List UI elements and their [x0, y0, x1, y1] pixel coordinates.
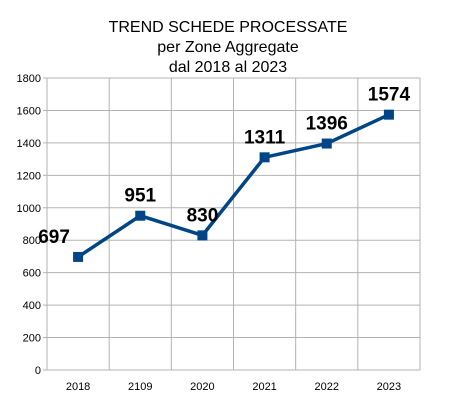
x-tick-label: 2022 [315, 381, 339, 393]
series-layer [73, 109, 394, 262]
axes: 0 200 400 600 800 1000 1200 1400 1600 1800 2018 210… [17, 73, 402, 393]
data-point-marker [135, 210, 146, 221]
data-label: 1396 [306, 114, 348, 135]
data-label: 830 [187, 205, 219, 226]
y-tick-label: 1000 [17, 203, 41, 215]
data-labels: 697 951 830 1311 1396 1574 [38, 85, 410, 248]
y-tick-label: 200 [23, 333, 41, 345]
x-tick-label: 2023 [377, 381, 401, 393]
y-tick-label: 800 [23, 235, 41, 247]
x-tick-label: 2109 [128, 381, 152, 393]
x-tick-label: 2020 [190, 381, 214, 393]
chart-subtitle-line-2: dal 2018 al 2023 [169, 59, 287, 76]
chart-title: TREND SCHEDE PROCESSATE [109, 19, 348, 36]
data-point-marker [259, 152, 270, 163]
data-label: 1574 [368, 85, 411, 106]
data-label: 697 [38, 227, 70, 248]
data-point-marker [73, 251, 84, 262]
gridlines [46, 77, 421, 371]
data-label: 1311 [244, 127, 286, 148]
y-tick-label: 0 [35, 365, 41, 377]
y-tick-label: 1400 [17, 138, 41, 150]
series-line [77, 113, 390, 259]
x-tick-label: 2021 [252, 381, 276, 393]
y-tick-label: 400 [23, 300, 41, 312]
x-tick-label: 2018 [66, 381, 90, 393]
y-tick-label: 1800 [17, 73, 41, 85]
data-point-marker [197, 230, 208, 241]
y-tick-label: 1200 [17, 170, 41, 182]
data-point-marker [321, 138, 332, 149]
data-label: 951 [124, 186, 156, 207]
chart-subtitle-line-1: per Zone Aggregate [157, 39, 299, 56]
y-tick-label: 1600 [17, 105, 41, 117]
y-tick-label: 600 [23, 268, 41, 280]
data-point-marker [383, 109, 394, 120]
